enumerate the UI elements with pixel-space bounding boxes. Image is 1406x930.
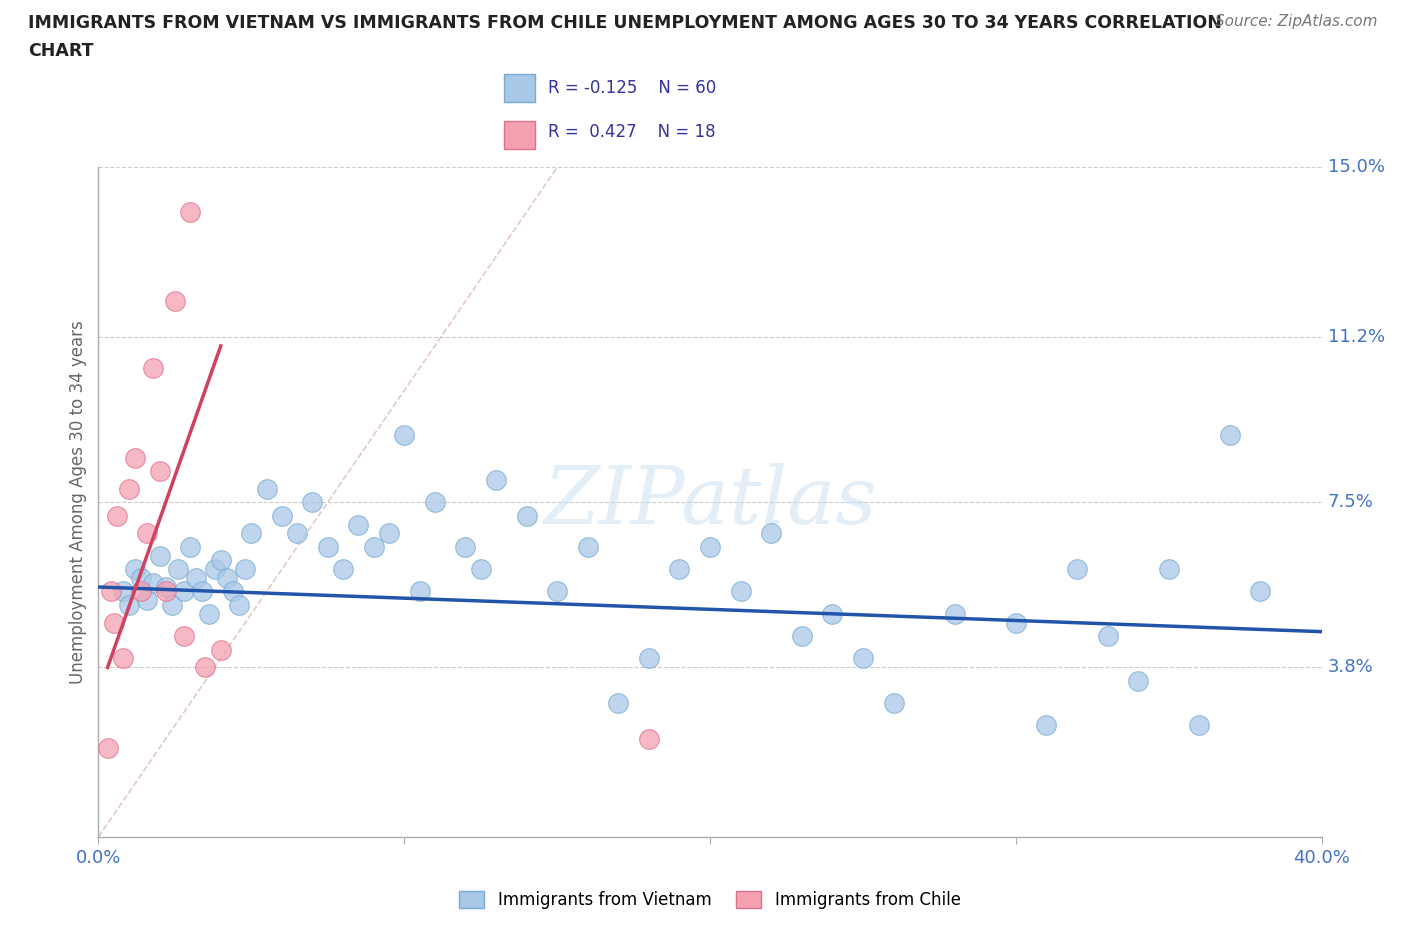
Point [852,651,875,666]
Y-axis label: Unemployment Among Ages 30 to 34 years: Unemployment Among Ages 30 to 34 years [69,320,87,684]
Point [759,526,782,541]
Point [103,616,125,631]
Point [699,539,721,554]
Point [270,508,292,523]
Point [637,731,661,746]
Point [607,696,630,711]
Point [392,428,416,443]
Point [1219,428,1241,443]
Text: 11.2%: 11.2% [1327,328,1385,346]
Point [485,472,508,487]
Text: ZIPatlas: ZIPatlas [543,463,877,541]
Point [142,361,165,376]
Point [97,740,120,755]
Point [316,539,339,554]
Point [546,584,568,599]
Point [100,584,122,599]
Point [730,584,752,599]
Point [233,562,256,577]
Point [142,575,165,590]
Point [1128,673,1150,688]
Point [167,562,190,577]
Point [408,584,430,599]
Point [1035,718,1057,733]
Point [454,539,477,554]
Point [1004,616,1026,631]
Point [1157,562,1180,577]
Point [576,539,599,554]
Point [256,482,278,497]
Point [209,642,232,657]
Point [209,552,232,567]
Point [129,584,152,599]
Text: 7.5%: 7.5% [1327,493,1374,512]
Point [173,584,195,599]
Text: IMMIGRANTS FROM VIETNAM VS IMMIGRANTS FROM CHILE UNEMPLOYMENT AMONG AGES 30 TO 3: IMMIGRANTS FROM VIETNAM VS IMMIGRANTS FR… [28,14,1222,32]
Point [215,571,238,586]
Point [1249,584,1271,599]
Point [118,482,141,497]
Point [883,696,905,711]
Point [149,549,172,564]
Point [136,593,159,608]
Point [790,629,813,644]
Point [136,526,159,541]
Point [222,584,245,599]
Point [155,584,177,599]
Point [821,606,844,621]
Point [332,562,354,577]
Point [155,579,177,594]
Point [363,539,385,554]
Point [149,463,172,478]
Point [179,205,201,219]
Point [105,508,128,523]
Legend: Immigrants from Vietnam, Immigrants from Chile: Immigrants from Vietnam, Immigrants from… [453,884,967,916]
Point [191,584,214,599]
Point [194,660,217,675]
Point [124,450,146,465]
Point [943,606,966,621]
Point [470,562,492,577]
Text: CHART: CHART [28,42,94,60]
Point [179,539,201,554]
Point [197,606,219,621]
FancyBboxPatch shape [505,121,536,149]
Point [1066,562,1088,577]
Text: R = -0.125    N = 60: R = -0.125 N = 60 [548,79,716,98]
Point [111,651,134,666]
Point [516,508,538,523]
Point [637,651,661,666]
Text: R =  0.427    N = 18: R = 0.427 N = 18 [548,123,716,141]
Point [423,495,446,510]
Point [163,294,186,309]
Point [668,562,690,577]
Point [111,584,134,599]
Point [173,629,195,644]
Point [160,597,183,612]
Point [129,571,152,586]
Text: Source: ZipAtlas.com: Source: ZipAtlas.com [1215,14,1378,29]
Text: 15.0%: 15.0% [1327,158,1385,177]
Point [118,597,141,612]
Point [186,571,208,586]
FancyBboxPatch shape [505,74,536,102]
Point [240,526,263,541]
Point [301,495,323,510]
Point [204,562,226,577]
Point [378,526,401,541]
Point [285,526,308,541]
Point [228,597,250,612]
Text: 3.8%: 3.8% [1327,658,1374,676]
Point [347,517,370,532]
Point [1188,718,1211,733]
Point [124,562,146,577]
Point [1097,629,1119,644]
